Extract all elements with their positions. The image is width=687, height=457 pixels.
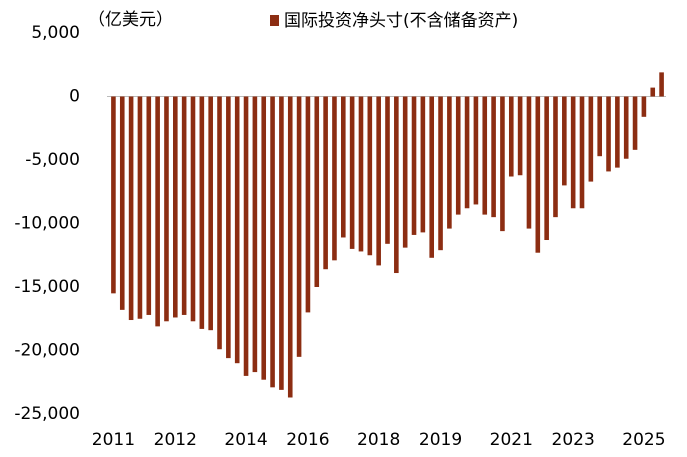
y-tick-label: 5,000 [31, 23, 80, 43]
bar [137, 96, 143, 319]
x-tick-label: 2012 [154, 430, 197, 450]
bar [340, 96, 346, 238]
bar [376, 96, 381, 266]
bar [473, 96, 479, 205]
bar [287, 96, 293, 398]
bar [173, 96, 178, 318]
bar [402, 96, 408, 248]
bar [535, 96, 541, 253]
bar [323, 96, 328, 270]
bar [181, 96, 187, 315]
x-tick-label: 2018 [357, 430, 400, 450]
bar [606, 96, 611, 172]
bar [623, 96, 629, 159]
bar [588, 96, 594, 182]
bar [305, 96, 311, 313]
bar [429, 96, 435, 258]
bar [155, 96, 160, 327]
y-tick-label: -20,000 [14, 341, 80, 361]
bar [234, 96, 240, 364]
bar [243, 96, 249, 376]
bar [332, 96, 337, 261]
y-tick-label: -10,000 [14, 214, 80, 234]
bar [597, 96, 602, 157]
bar [199, 96, 205, 329]
x-tick-label: 2019 [419, 430, 462, 450]
bar [632, 96, 638, 150]
x-tick-label: 2016 [286, 430, 329, 450]
bar [438, 96, 443, 251]
bar [111, 96, 116, 294]
x-tick-label: 2021 [490, 430, 533, 450]
bar [508, 96, 514, 177]
bar [659, 72, 664, 97]
bar [447, 96, 452, 229]
bar [526, 96, 532, 229]
bar [164, 96, 169, 322]
x-tick-label: 2011 [92, 430, 135, 450]
bar [570, 96, 576, 209]
x-tick-label: 2025 [622, 430, 665, 450]
bar [394, 96, 399, 274]
bar [226, 96, 231, 359]
bar [261, 96, 267, 380]
bar [385, 96, 390, 244]
bar [208, 96, 213, 331]
bar [562, 96, 567, 186]
unit-label: （亿美元） [88, 10, 173, 30]
bar [650, 87, 656, 97]
x-tick-label: 2023 [552, 430, 595, 450]
bar [615, 96, 620, 168]
bar [517, 96, 523, 176]
bar [482, 96, 488, 215]
legend-swatch [270, 15, 279, 26]
bar [217, 96, 222, 350]
x-tick-label: 2014 [224, 430, 267, 450]
bar [641, 96, 647, 117]
bar [358, 96, 364, 252]
y-tick-label: -5,000 [25, 150, 80, 170]
bar [420, 96, 426, 233]
bar [252, 96, 258, 373]
bar [553, 96, 558, 218]
legend-label: 国际投资净头寸(不含储备资产) [284, 11, 518, 31]
bar [190, 96, 196, 322]
bar [544, 96, 549, 241]
bar [464, 96, 470, 209]
bar [279, 96, 284, 390]
bar [296, 96, 302, 357]
bar [128, 96, 134, 321]
bar [270, 96, 275, 388]
bar [119, 96, 125, 310]
bar [146, 96, 152, 315]
bar [491, 96, 496, 218]
y-tick-label: -25,000 [14, 404, 80, 424]
bar [367, 96, 373, 256]
bar [500, 96, 505, 232]
bar [349, 96, 355, 249]
bar [314, 96, 320, 287]
y-tick-label: -15,000 [14, 277, 80, 297]
bar [411, 96, 417, 235]
bar [579, 96, 585, 209]
bar [455, 96, 461, 215]
y-tick-label: 0 [69, 87, 80, 107]
